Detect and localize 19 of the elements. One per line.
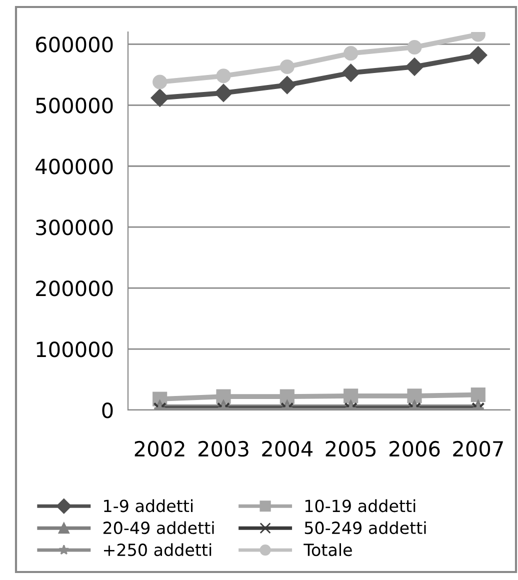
y-tick-label: 300000 <box>36 220 113 236</box>
x-tick-label: 2004 <box>262 440 313 457</box>
y-tick-label: 200000 <box>36 280 113 296</box>
y-tick-label: 0 <box>102 402 113 418</box>
x-tick-label: 2002 <box>134 440 184 457</box>
legend-label: 50-249 addetti <box>304 521 426 534</box>
y-tick-label: 400000 <box>36 158 113 174</box>
legend-label: 10-19 addetti <box>305 499 416 512</box>
legend-label: Totale <box>304 543 352 556</box>
legend-label: +250 addetti <box>104 543 212 556</box>
legend-label: 20-49 addetti <box>103 521 214 534</box>
y-tick-label: 100000 <box>36 341 113 358</box>
legend-label: 1-9 addetti <box>104 499 193 512</box>
y-tick-label: 500000 <box>36 98 113 114</box>
x-tick-label: 2007 <box>453 440 503 457</box>
x-tick-label: 2003 <box>198 440 248 457</box>
y-tick-label: 600000 <box>36 36 113 52</box>
x-tick-label: 2006 <box>390 440 440 457</box>
x-tick-label: 2005 <box>326 440 376 457</box>
